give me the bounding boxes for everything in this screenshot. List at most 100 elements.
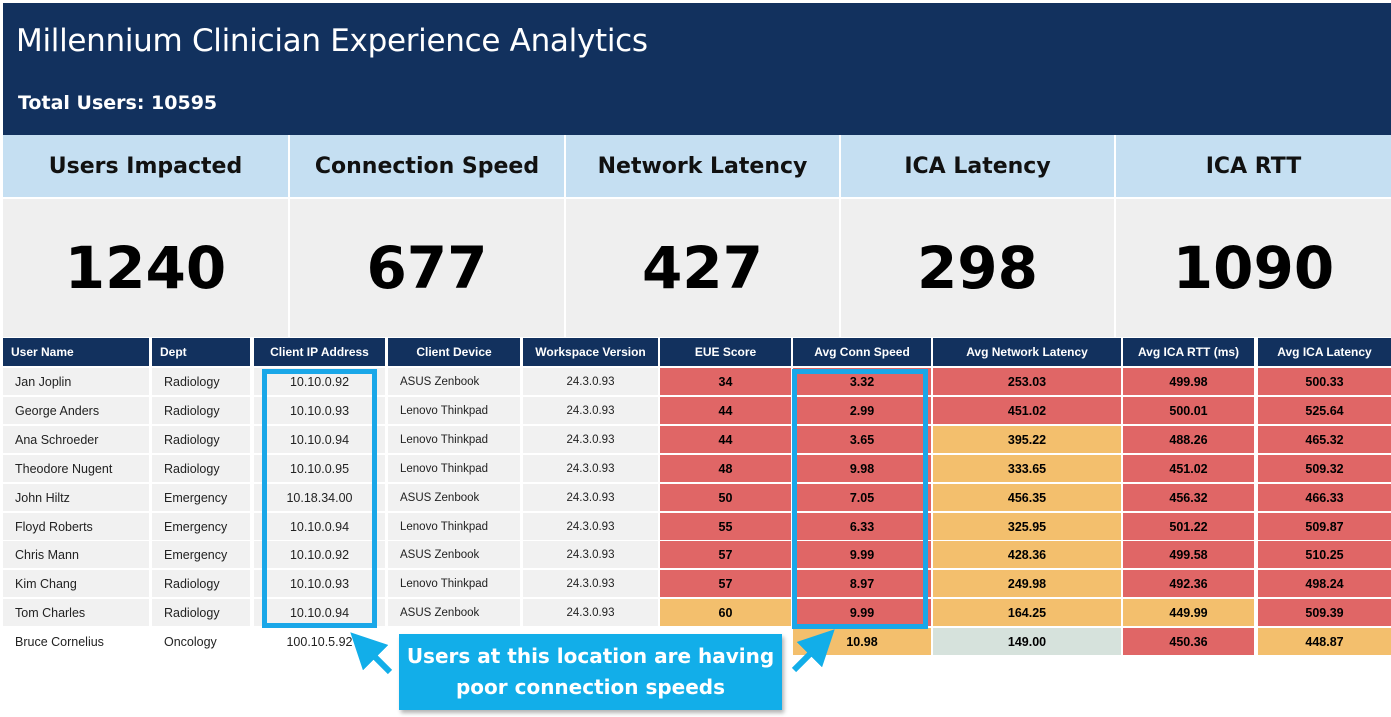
kpi-connection-speed[interactable]: Connection Speed 677 — [290, 135, 564, 337]
cell-dept: Radiology — [152, 570, 250, 597]
cell-version: 24.3.0.93 — [523, 368, 658, 395]
dashboard-header: Millennium Clinician Experience Analytic… — [3, 3, 1391, 135]
cell-eue: 44 — [660, 426, 791, 453]
kpi-network-latency[interactable]: Network Latency 427 — [566, 135, 839, 337]
cell-icalat: 510.25 — [1258, 541, 1391, 568]
ip-address-highlight — [262, 369, 377, 628]
cell-rtt: 492.36 — [1123, 570, 1254, 597]
column-header-icalat[interactable]: Avg ICA Latency — [1258, 338, 1391, 366]
cell-device: ASUS Zenbook — [388, 484, 520, 511]
cell-version: 24.3.0.93 — [523, 397, 658, 424]
cell-ip: 10.10.0.94 — [254, 426, 385, 453]
cell-device: ASUS Zenbook — [388, 541, 520, 568]
cell-icalat: 509.87 — [1258, 513, 1391, 540]
cell-device: Lenovo Thinkpad — [388, 455, 520, 482]
column-header-device[interactable]: Client Device — [388, 338, 520, 366]
cell-rtt: 451.02 — [1123, 455, 1254, 482]
cell-device: Lenovo Thinkpad — [388, 397, 520, 424]
cell-device: ASUS Zenbook — [388, 368, 520, 395]
cell-ip: 10.10.0.93 — [254, 570, 385, 597]
column-header-eue[interactable]: EUE Score — [660, 338, 791, 366]
cell-dept: Radiology — [152, 455, 250, 482]
cell-name: Floyd Roberts — [3, 513, 149, 540]
column-header-dept[interactable]: Dept — [152, 338, 250, 366]
cell-conn: 9.99 — [793, 599, 931, 626]
cell-icalat: 500.33 — [1258, 368, 1391, 395]
cell-name: Chris Mann — [3, 541, 149, 568]
cell-eue: 60 — [660, 599, 791, 626]
cell-name: Kim Chang — [3, 570, 149, 597]
cell-rtt: 499.58 — [1123, 541, 1254, 568]
cell-conn: 7.05 — [793, 484, 931, 511]
kpi-label: Connection Speed — [290, 135, 564, 197]
cell-name: Theodore Nugent — [3, 455, 149, 482]
callout-line-1: Users at this location are having — [406, 644, 775, 668]
cell-version: 24.3.0.93 — [523, 541, 658, 568]
page-title: Millennium Clinician Experience Analytic… — [16, 23, 648, 59]
kpi-value: 427 — [566, 199, 839, 337]
cell-rtt: 499.98 — [1123, 368, 1254, 395]
cell-conn: 9.99 — [793, 541, 931, 568]
kpi-value: 1240 — [3, 199, 288, 337]
cell-conn: 8.97 — [793, 570, 931, 597]
cell-name: John Hiltz — [3, 484, 149, 511]
cell-eue: 50 — [660, 484, 791, 511]
cell-dept: Oncology — [164, 634, 217, 649]
cell-dept: Emergency — [152, 513, 250, 540]
cell-ip: 10.10.0.94 — [254, 513, 385, 540]
kpi-ica-latency[interactable]: ICA Latency 298 — [841, 135, 1114, 337]
cell-netlat: 456.35 — [933, 484, 1121, 511]
cell-device: Lenovo Thinkpad — [388, 426, 520, 453]
kpi-users-impacted[interactable]: Users Impacted 1240 — [3, 135, 288, 337]
cell-dept: Radiology — [152, 397, 250, 424]
kpi-label: ICA Latency — [841, 135, 1114, 197]
column-header-version[interactable]: Workspace Version — [523, 338, 658, 366]
cell-eue: 34 — [660, 368, 791, 395]
kpi-ica-rtt[interactable]: ICA RTT 1090 — [1116, 135, 1391, 337]
cell-version: 24.3.0.93 — [523, 570, 658, 597]
cell-device: Lenovo Thinkpad — [388, 513, 520, 540]
cell-rtt: 449.99 — [1123, 599, 1254, 626]
cell-name: George Anders — [3, 397, 149, 424]
column-header-conn[interactable]: Avg Conn Speed — [793, 338, 931, 366]
cell-rtt: 488.26 — [1123, 426, 1254, 453]
cell-netlat: 325.95 — [933, 513, 1121, 540]
cell-eue: 55 — [660, 513, 791, 540]
cell-ip: 10.10.0.94 — [254, 599, 385, 626]
cell-rtt: 450.36 — [1123, 628, 1254, 655]
cell-netlat: 428.36 — [933, 541, 1121, 568]
cell-dept: Emergency — [152, 541, 250, 568]
column-header-rtt[interactable]: Avg ICA RTT (ms) — [1123, 338, 1254, 366]
column-header-name[interactable]: User Name — [3, 338, 149, 366]
cell-netlat: 395.22 — [933, 426, 1121, 453]
cell-conn: 6.33 — [793, 513, 931, 540]
cell-version: 24.3.0.93 — [523, 455, 658, 482]
cell-icalat: 498.24 — [1258, 570, 1391, 597]
cell-conn: 9.98 — [793, 455, 931, 482]
cell-name: Bruce Cornelius — [15, 634, 104, 649]
callout-box: Users at this location are having poor c… — [399, 634, 782, 710]
column-header-ip[interactable]: Client IP Address — [254, 338, 385, 366]
cell-netlat: 333.65 — [933, 455, 1121, 482]
cell-dept: Emergency — [152, 484, 250, 511]
kpi-label: ICA RTT — [1116, 135, 1391, 197]
cell-conn: 10.98 — [793, 628, 931, 655]
cell-name: Jan Joplin — [3, 368, 149, 395]
cell-netlat: 149.00 — [933, 628, 1121, 655]
cell-dept: Radiology — [152, 368, 250, 395]
cell-icalat: 466.33 — [1258, 484, 1391, 511]
cell-version: 24.3.0.93 — [523, 426, 658, 453]
cell-device: Lenovo Thinkpad — [388, 570, 520, 597]
cell-netlat: 253.03 — [933, 368, 1121, 395]
cell-eue: 48 — [660, 455, 791, 482]
kpi-value: 1090 — [1116, 199, 1391, 337]
cell-rtt: 456.32 — [1123, 484, 1254, 511]
cell-icalat: 509.39 — [1258, 599, 1391, 626]
kpi-label: Users Impacted — [3, 135, 288, 197]
cell-eue: 57 — [660, 541, 791, 568]
column-header-netlat[interactable]: Avg Network Latency — [933, 338, 1121, 366]
cell-conn: 2.99 — [793, 397, 931, 424]
kpi-label: Network Latency — [566, 135, 839, 197]
cell-ip: 10.10.0.95 — [254, 455, 385, 482]
cell-icalat: 465.32 — [1258, 426, 1391, 453]
